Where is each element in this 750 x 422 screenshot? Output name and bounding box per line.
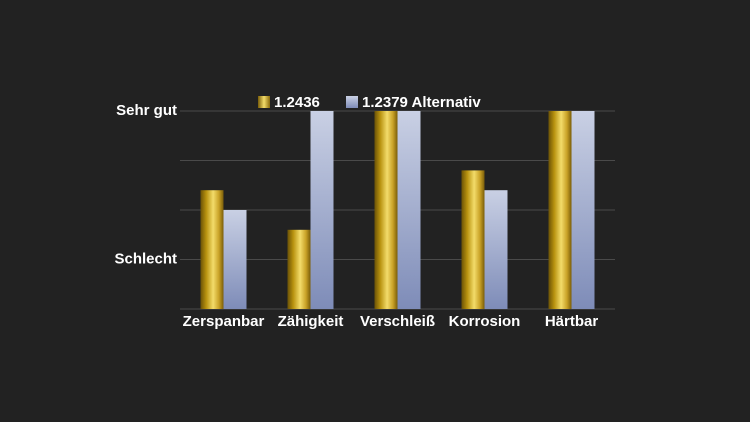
- bar-series1: [461, 170, 485, 309]
- x-tick-label: Härtbar: [545, 313, 599, 330]
- bar-series2: [484, 190, 508, 309]
- legend: 1.2436 1.2379 Alternativ: [258, 94, 481, 111]
- x-tick-label: Verschleiß: [360, 313, 435, 330]
- bar-series2: [223, 210, 247, 309]
- legend-label: 1.2436: [274, 94, 320, 111]
- legend-swatch: [258, 96, 270, 108]
- bar-series1: [200, 190, 224, 309]
- bar-series1: [548, 111, 572, 309]
- x-tick-label: Zerspanbar: [183, 313, 265, 330]
- bar-series1: [287, 229, 311, 309]
- bar-series1: [374, 111, 398, 309]
- bar-series2: [397, 111, 421, 309]
- y-tick-label: Schlecht: [114, 250, 177, 267]
- bar-series2: [310, 111, 334, 309]
- y-axis-labels: Schlecht Sehr gut: [114, 102, 177, 268]
- x-axis-labels: Zerspanbar Zähigkeit Verschleiß Korrosion Hä…: [183, 313, 599, 330]
- x-tick-label: Zähigkeit: [278, 313, 344, 330]
- legend-swatch: [346, 96, 358, 108]
- bar-series2: [571, 111, 595, 309]
- y-tick-label: Sehr gut: [116, 102, 177, 119]
- x-tick-label: Korrosion: [449, 313, 521, 330]
- bars: [200, 111, 595, 309]
- legend-label: 1.2379 Alternativ: [362, 94, 481, 111]
